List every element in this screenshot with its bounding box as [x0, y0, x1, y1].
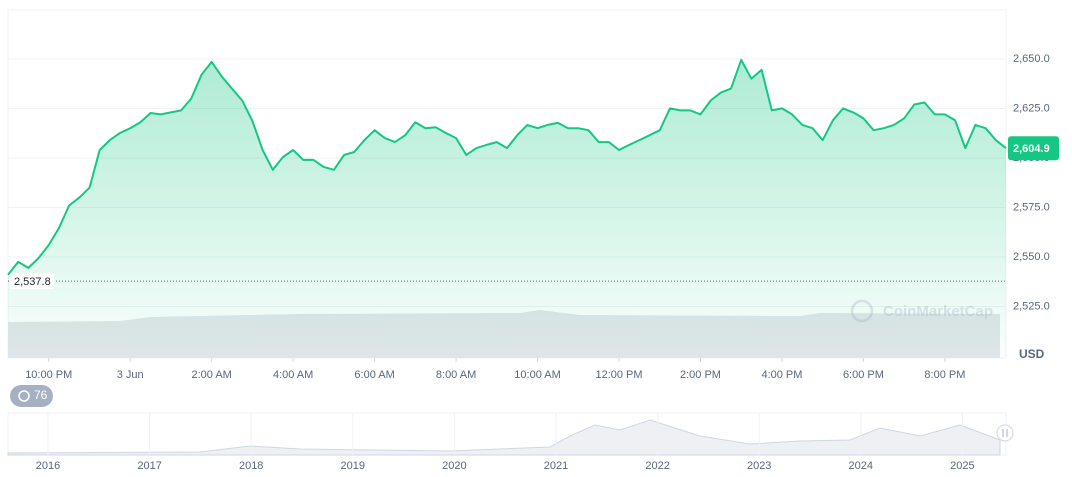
x-tick-label: 10:00 PM: [25, 369, 72, 381]
navigator-year: 2024: [849, 460, 873, 472]
x-tick-label: 6:00 PM: [843, 369, 884, 381]
x-tick-label: 8:00 PM: [924, 369, 965, 381]
baseline-label: 2,537.8: [14, 276, 51, 288]
y-tick-label: 2,525.0: [1013, 300, 1050, 312]
navigator-year: 2018: [239, 460, 263, 472]
price-line: [7, 58, 1007, 276]
area-fill: [8, 59, 1006, 359]
navigator-year: 2016: [36, 460, 60, 472]
watermark: CoinMarketCap: [850, 299, 993, 323]
x-tick-label: 4:00 PM: [761, 369, 802, 381]
history-badge[interactable]: 76: [10, 385, 53, 407]
x-tick-label: 6:00 AM: [354, 369, 394, 381]
x-tick-label: 8:00 AM: [436, 369, 476, 381]
navigator-year: 2019: [341, 460, 365, 472]
x-tick-label: 12:00 PM: [595, 369, 642, 381]
navigator-year: 2023: [747, 460, 771, 472]
baseline-label-bg: [10, 273, 54, 290]
watermark-text: CoinMarketCap: [883, 303, 993, 320]
navigator-year: 2017: [137, 460, 161, 472]
x-tick-label: 2:00 PM: [680, 369, 721, 381]
price-tag-label: 2,604.9: [1013, 143, 1050, 155]
y-tick-label: 2,575.0: [1013, 201, 1050, 213]
x-tick-label: 10:00 AM: [514, 369, 560, 381]
navigator-handle[interactable]: [996, 424, 1014, 442]
navigator-year: 2025: [950, 460, 974, 472]
navigator-year: 2020: [442, 460, 466, 472]
navigator-year: 2022: [645, 460, 669, 472]
price-tag: [1008, 136, 1059, 161]
y-tick-label: 2,650.0: [1013, 53, 1050, 65]
badge-text: 76: [34, 388, 48, 402]
y-tick-label: 2,550.0: [1013, 251, 1050, 263]
currency-label: USD: [1019, 347, 1045, 361]
x-tick-label: 4:00 AM: [273, 369, 313, 381]
y-tick-label: 2,625.0: [1013, 102, 1050, 114]
x-tick-label: 2:00 AM: [191, 369, 231, 381]
x-tick-label: 3 Jun: [117, 369, 144, 381]
navigator-area: [7, 419, 1001, 456]
navigator-year: 2021: [544, 460, 568, 472]
